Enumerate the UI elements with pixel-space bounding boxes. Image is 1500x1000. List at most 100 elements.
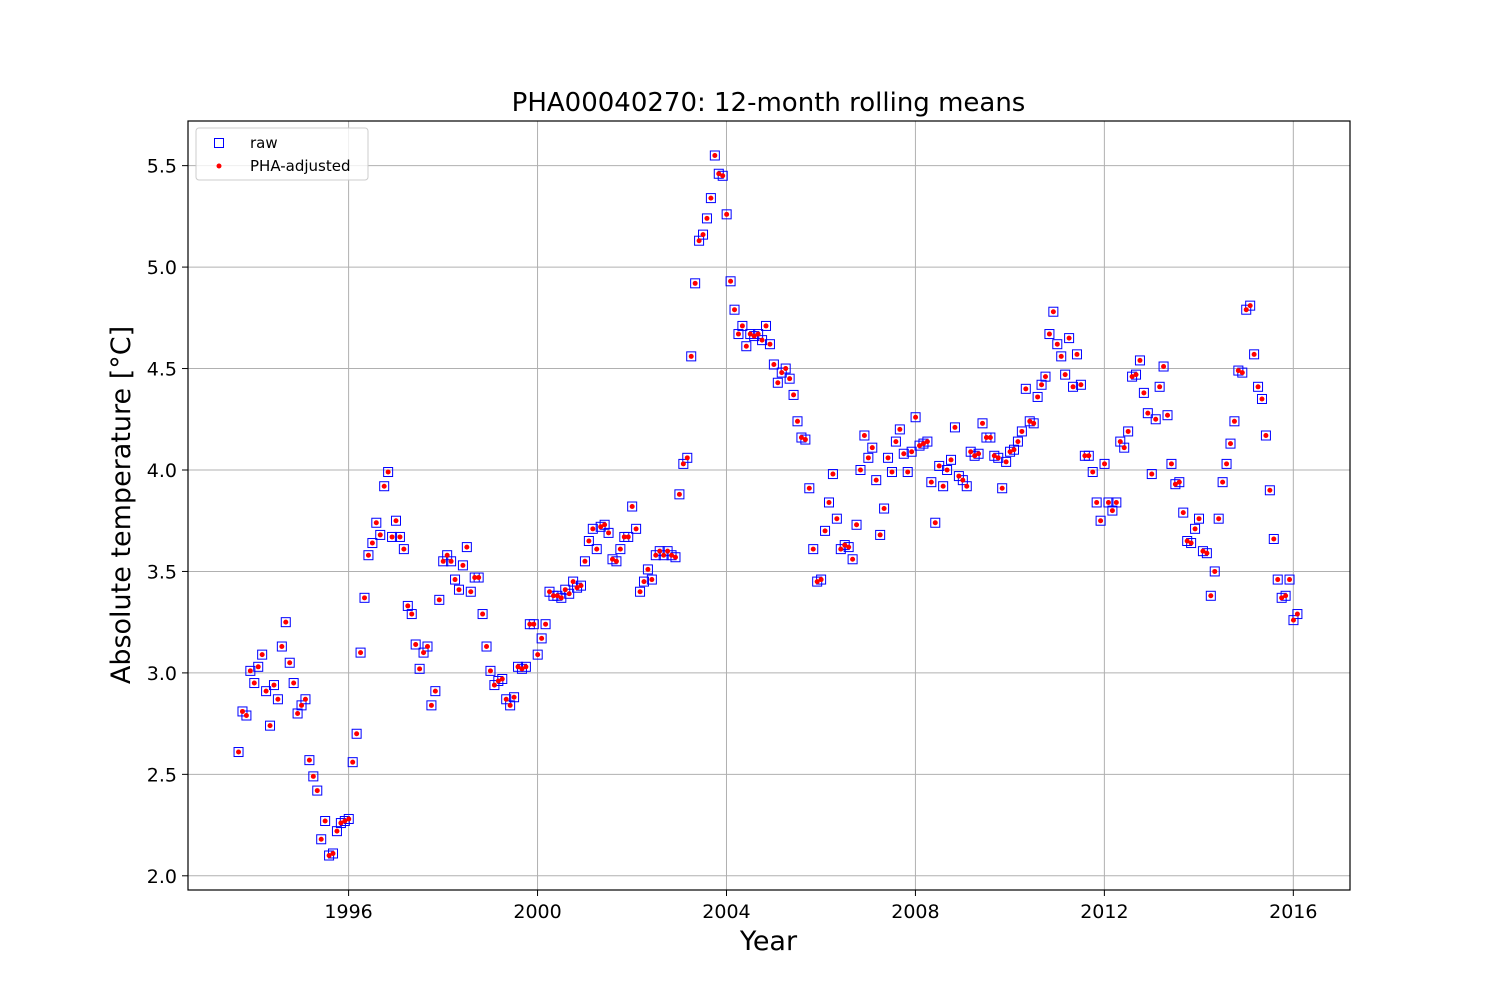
adjusted-point: [889, 469, 895, 475]
raw-point: [674, 489, 685, 500]
raw-point: [1253, 381, 1264, 392]
raw-point: [603, 527, 614, 538]
raw-point: [949, 422, 960, 433]
raw-point: [367, 538, 378, 549]
adjusted-point: [802, 437, 808, 443]
adjusted-point: [263, 688, 269, 694]
raw-point: [320, 816, 331, 827]
adjusted-point: [680, 461, 686, 467]
adjusted-point: [972, 453, 978, 459]
raw-point: [253, 661, 264, 672]
adjusted-point: [1255, 384, 1261, 390]
adjusted-point: [936, 463, 942, 469]
raw-point: [316, 834, 327, 845]
adjusted-point: [515, 664, 521, 670]
raw-point: [851, 519, 862, 530]
raw-point: [1115, 436, 1126, 447]
adjusted-point: [440, 558, 446, 564]
adjusted-point: [476, 575, 482, 581]
raw-point: [288, 678, 299, 689]
raw-point: [682, 452, 693, 463]
adjusted-point: [991, 453, 997, 459]
raw-point: [1158, 361, 1169, 372]
adjusted-point: [1027, 418, 1033, 424]
adjusted-point: [531, 621, 537, 627]
raw-point: [375, 529, 386, 540]
adjusted-point: [873, 477, 879, 483]
adjusted-point: [735, 331, 741, 337]
raw-point: [1217, 477, 1228, 488]
adjusted-point: [818, 577, 824, 583]
adjusted-point: [421, 650, 427, 656]
adjusted-point: [1062, 372, 1068, 378]
adjusted-point: [295, 710, 301, 716]
adjusted-point: [354, 731, 360, 737]
adjusted-point: [401, 546, 407, 552]
adjusted-point: [1267, 487, 1273, 493]
adjusted-point: [326, 853, 332, 859]
adjusted-point: [1294, 611, 1300, 617]
adjusted-point: [547, 589, 553, 595]
adjusted-point: [519, 666, 525, 672]
adjusted-point: [1050, 309, 1056, 315]
raw-point: [709, 150, 720, 161]
y-tick-label: 5.5: [147, 156, 177, 178]
adjusted-point: [606, 530, 612, 536]
adjusted-point: [857, 467, 863, 473]
raw-point: [398, 544, 409, 555]
adjusted-point: [318, 836, 324, 842]
adjusted-point: [983, 435, 989, 441]
adjusted-point: [279, 644, 285, 650]
adjusted-point: [1117, 439, 1123, 445]
adjusted-point: [566, 591, 572, 597]
adjusted-point: [251, 680, 257, 686]
adjusted-point: [267, 723, 273, 729]
adjusted-point: [637, 589, 643, 595]
raw-point: [1138, 387, 1149, 398]
y-tick-label: 3.5: [147, 561, 177, 583]
raw-point: [296, 700, 307, 711]
adjusted-point: [924, 439, 930, 445]
x-tick-label: 2004: [702, 901, 750, 923]
raw-point: [1142, 408, 1153, 419]
adjusted-point: [243, 713, 249, 719]
adjusted-point: [1145, 410, 1151, 416]
adjusted-point: [1094, 499, 1100, 505]
adjusted-point: [464, 544, 470, 550]
raw-point: [902, 467, 913, 478]
raw-point: [823, 497, 834, 508]
adjusted-point: [377, 532, 383, 538]
raw-point: [1209, 566, 1220, 577]
raw-point: [635, 586, 646, 597]
raw-point: [997, 483, 1008, 494]
raw-point: [430, 686, 441, 697]
raw-point: [729, 304, 740, 315]
raw-point: [509, 692, 520, 703]
adjusted-point: [720, 173, 726, 179]
raw-point: [1205, 590, 1216, 601]
raw-point: [1111, 497, 1122, 508]
raw-point: [737, 320, 748, 331]
x-axis-label: Year: [739, 926, 798, 957]
adjusted-point: [389, 534, 395, 540]
raw-point: [804, 483, 815, 494]
adjusted-point: [672, 554, 678, 560]
adjusted-point: [539, 635, 545, 641]
raw-point: [461, 542, 472, 553]
raw-point: [1012, 436, 1023, 447]
adjusted-point: [602, 522, 608, 528]
raw-point: [957, 475, 968, 486]
adjusted-point: [554, 593, 560, 599]
adjusted-point: [1239, 370, 1245, 376]
raw-point: [583, 536, 594, 547]
adjusted-point: [1074, 351, 1080, 357]
adjusted-point: [999, 485, 1005, 491]
raw-point: [422, 641, 433, 652]
adjusted-point: [535, 652, 541, 658]
raw-point: [1075, 379, 1086, 390]
raw-point: [1272, 574, 1283, 585]
chart-title: PHA00040270: 12-month rolling means: [512, 88, 1026, 118]
raw-point: [1225, 438, 1236, 449]
raw-point: [906, 446, 917, 457]
adjusted-point: [688, 353, 694, 359]
